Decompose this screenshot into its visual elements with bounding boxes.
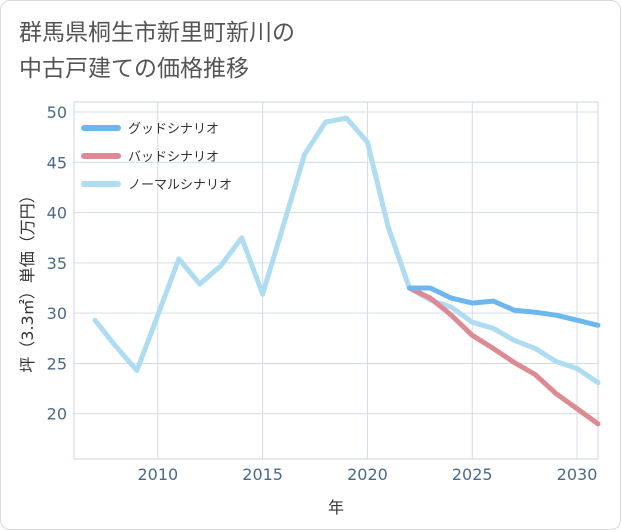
y-tick-label: 30 (47, 304, 67, 323)
y-tick-labels: 20 25 30 35 40 45 50 (47, 103, 67, 424)
x-tick-label: 2025 (452, 465, 493, 484)
series-line-2 (92, 115, 601, 386)
y-tick-label: 40 (47, 204, 67, 223)
legend-label-2: ノーマルシナリオ (128, 178, 232, 193)
y-axis-label: 坪（3.3㎡）単価（万円） (18, 187, 37, 372)
series-line-0 (406, 285, 601, 328)
x-axis-label: 年 (328, 498, 344, 517)
chart-title: 群馬県桐生市新里町新川の 中古戸建ての価格推移 (19, 15, 295, 87)
x-tick-label: 2020 (347, 465, 388, 484)
y-tick-label: 50 (47, 103, 67, 122)
legend-label-0: グッドシナリオ (128, 122, 219, 137)
x-tick-label: 2015 (242, 465, 283, 484)
y-tick-label: 20 (47, 405, 67, 424)
x-tick-label: 2010 (137, 465, 178, 484)
y-tick-label: 45 (47, 153, 67, 172)
y-tick-label: 35 (47, 254, 67, 273)
plot-area (73, 101, 599, 460)
y-gridlines (74, 111, 598, 415)
chart-title-line1: 群馬県桐生市新里町新川の (19, 20, 295, 46)
series-line-1 (406, 285, 601, 427)
y-tick-label: 25 (47, 354, 67, 373)
x-gridlines (157, 102, 578, 459)
series-lines (92, 115, 601, 427)
x-tick-label: 2030 (557, 465, 598, 484)
legend-label-1: バッドシナリオ (128, 150, 219, 165)
chart-title-line2: 中古戸建ての価格推移 (19, 56, 249, 82)
x-tick-labels: 2010 2015 2020 2025 2030 (137, 465, 597, 484)
